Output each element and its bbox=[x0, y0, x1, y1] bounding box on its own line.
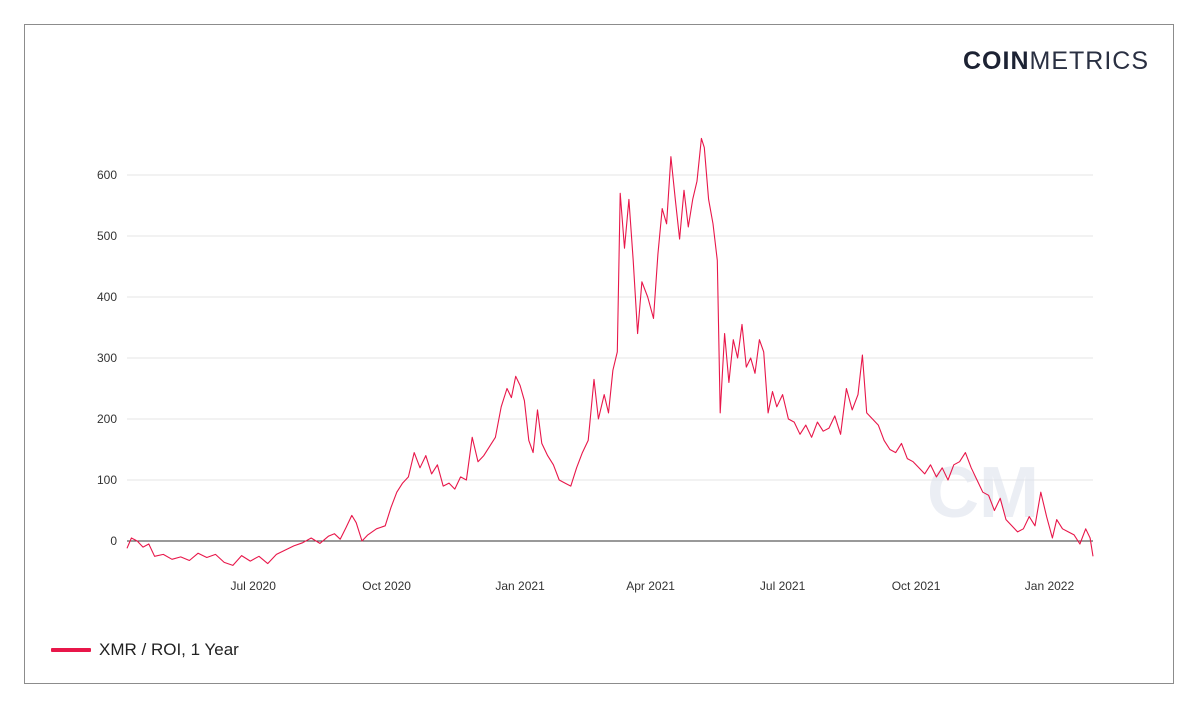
legend-swatch bbox=[51, 648, 91, 652]
x-tick-label: Apr 2021 bbox=[626, 579, 675, 593]
x-tick-label: Jul 2020 bbox=[231, 579, 277, 593]
y-tick-labels: 0 100 200 300 400 500 600 bbox=[97, 168, 117, 548]
y-tick-label: 600 bbox=[97, 168, 117, 182]
gridlines bbox=[127, 174, 1093, 542]
coinmetrics-logo: COINMETRICS bbox=[963, 47, 1149, 76]
cm-watermark: CM bbox=[927, 453, 1039, 533]
x-tick-label: Jan 2021 bbox=[495, 579, 545, 593]
y-tick-label: 300 bbox=[97, 351, 117, 365]
x-tick-label: Oct 2021 bbox=[892, 579, 941, 593]
legend[interactable]: XMR / ROI, 1 Year bbox=[51, 640, 239, 660]
y-tick-label: 500 bbox=[97, 229, 117, 243]
x-tick-label: Jan 2022 bbox=[1025, 579, 1075, 593]
y-tick-label: 400 bbox=[97, 290, 117, 304]
roi-line-chart: 0 100 200 300 400 500 600 Jul 2020 Oct 2020 Jan … bbox=[97, 137, 1094, 593]
y-tick-label: 0 bbox=[110, 534, 117, 548]
series-group bbox=[126, 137, 1094, 566]
y-tick-label: 100 bbox=[97, 473, 117, 487]
logo-light-text: METRICS bbox=[1029, 47, 1149, 75]
series-line-xmr-roi bbox=[126, 137, 1094, 566]
x-tick-label: Oct 2020 bbox=[362, 579, 411, 593]
x-tick-label: Jul 2021 bbox=[760, 579, 806, 593]
y-tick-label: 200 bbox=[97, 412, 117, 426]
chart-frame: COINMETRICS 0 100 200 300 400 500 600 Jul 2020… bbox=[24, 24, 1174, 684]
logo-bold-text: COIN bbox=[963, 47, 1030, 75]
legend-label: XMR / ROI, 1 Year bbox=[99, 640, 239, 659]
x-tick-labels: Jul 2020 Oct 2020 Jan 2021 Apr 2021 Jul 2021… bbox=[231, 579, 1075, 593]
